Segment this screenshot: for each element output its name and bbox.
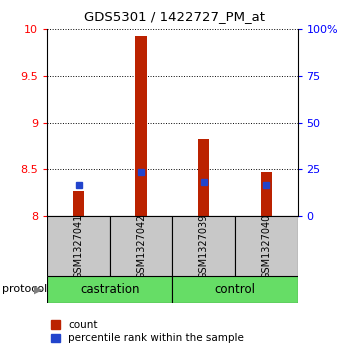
Bar xyxy=(73,191,84,216)
Text: GSM1327039: GSM1327039 xyxy=(199,213,209,278)
Bar xyxy=(198,139,209,216)
Bar xyxy=(261,172,272,216)
Bar xyxy=(110,216,172,276)
Text: GSM1327042: GSM1327042 xyxy=(136,213,146,279)
Bar xyxy=(172,276,298,303)
Text: castration: castration xyxy=(80,283,140,296)
Bar xyxy=(47,216,110,276)
Text: control: control xyxy=(215,283,255,296)
Text: GDS5301 / 1422727_PM_at: GDS5301 / 1422727_PM_at xyxy=(84,10,266,23)
Text: GSM1327040: GSM1327040 xyxy=(261,213,271,278)
Text: ▶: ▶ xyxy=(34,285,43,294)
Bar xyxy=(235,216,298,276)
Text: GSM1327041: GSM1327041 xyxy=(74,213,84,278)
Bar xyxy=(135,36,147,216)
Bar xyxy=(172,216,235,276)
Legend: count, percentile rank within the sample: count, percentile rank within the sample xyxy=(51,320,244,343)
Text: protocol: protocol xyxy=(2,285,47,294)
Bar xyxy=(47,276,172,303)
